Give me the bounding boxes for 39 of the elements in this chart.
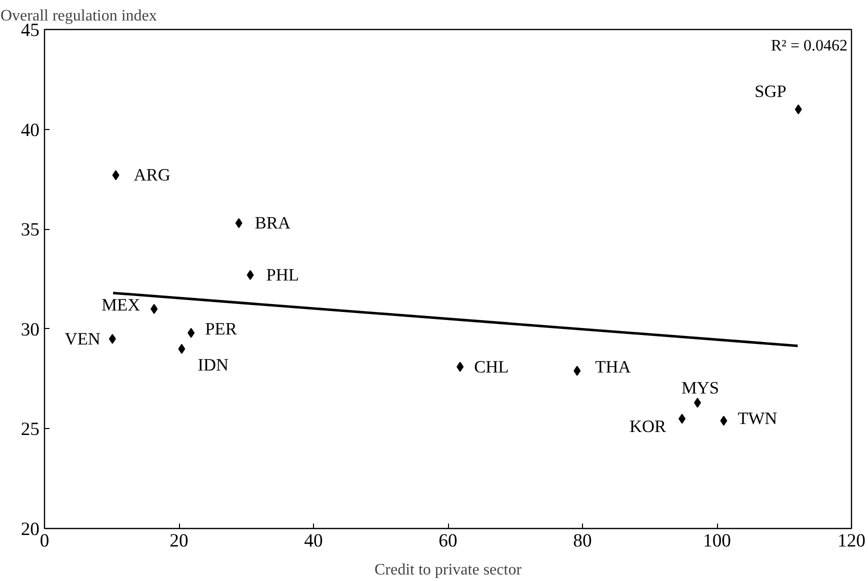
annotation: MEX — [102, 295, 141, 314]
annotation: KOR — [629, 417, 666, 436]
annotation: VEN — [64, 329, 101, 348]
point — [108, 334, 116, 344]
point — [456, 362, 464, 372]
point — [720, 416, 728, 426]
x-tick-label: 20 — [170, 530, 188, 552]
y-tick-label: 25 — [20, 419, 40, 440]
point — [188, 328, 195, 338]
x-tick-label: 0 — [40, 530, 50, 552]
annotation: PHL — [266, 266, 300, 285]
point — [235, 218, 242, 228]
y-tick-label: 30 — [20, 319, 40, 340]
x-axis-title: Credit to private sector — [374, 562, 522, 578]
point — [246, 270, 254, 280]
x-tick-label: 100 — [703, 530, 731, 552]
annotation: BRA — [254, 214, 291, 233]
point — [794, 104, 802, 114]
annotation: R² = 0.0462 — [771, 38, 848, 54]
annotation: CHL — [474, 357, 509, 376]
y-tick-label: 40 — [20, 120, 40, 141]
x-tick-label: 120 — [838, 530, 866, 552]
point — [150, 304, 158, 314]
point — [574, 366, 581, 376]
annotation: THA — [595, 357, 632, 376]
annotation: IDN — [198, 355, 229, 374]
point — [178, 344, 186, 354]
x-tick-label: 80 — [573, 530, 592, 552]
point — [112, 170, 120, 180]
x-tick-label: 60 — [438, 530, 458, 552]
annotation: TWN — [738, 409, 778, 428]
annotation: MYS — [681, 378, 720, 398]
point — [678, 414, 686, 424]
annotation: ARG — [134, 166, 170, 185]
annotation: PER — [205, 319, 238, 338]
x-tick-label: 40 — [304, 530, 323, 552]
y-tick-label: 35 — [20, 220, 40, 241]
point — [694, 398, 701, 408]
annotation: SGP — [754, 82, 786, 101]
